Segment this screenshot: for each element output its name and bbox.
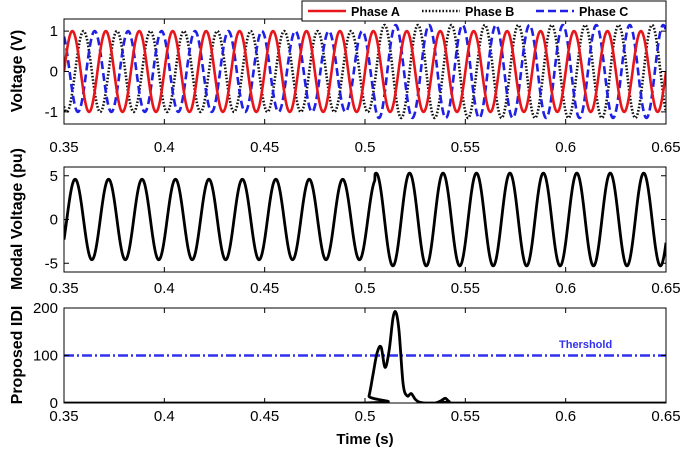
y-tick-label: 0: [50, 395, 58, 412]
threshold-label: Thershold: [559, 339, 612, 351]
x-tick-label: 0.55: [451, 280, 480, 297]
x-tick-label: 0.45: [250, 408, 279, 425]
x-tick-label: 0.65: [651, 139, 680, 156]
x-tick-label: 0.5: [355, 139, 376, 156]
x-tick-label: 0.55: [451, 408, 480, 425]
y-tick-label: 0: [50, 212, 58, 229]
voltage-y-axis-label: Voltage (V): [9, 30, 26, 112]
x-tick-label: 0.45: [250, 280, 279, 297]
series-phase-c-line: [64, 23, 666, 120]
y-tick-label: 100: [33, 348, 58, 365]
x-tick-label: 0.5: [355, 408, 376, 425]
series-phase-a-line: [64, 29, 666, 114]
voltage-legend: Phase A Phase B Phase C: [301, 0, 667, 22]
x-tick-label: 0.45: [250, 139, 279, 156]
legend-label-phase-b: Phase B: [465, 5, 514, 19]
idi-y-axis-label: Proposed IDI: [9, 306, 26, 405]
x-axis-label: Time (s): [336, 431, 393, 448]
y-tick-label: 200: [33, 300, 58, 317]
x-tick-label: 0.35: [49, 408, 78, 425]
x-tick-label: 0.55: [451, 139, 480, 156]
series-phase-b-line: [64, 23, 666, 120]
x-tick-label: 0.65: [651, 280, 680, 297]
series-idi-line: [64, 310, 666, 403]
x-tick-label: 0.4: [154, 139, 175, 156]
x-tick-label: 0.4: [154, 408, 175, 425]
y-tick-label: 1: [50, 23, 58, 40]
y-tick-label: 0: [50, 64, 58, 81]
voltage-panel: -1 0 1 0.35 0.4 0.45 0.5 0.55 0.6 0.65 Voltage (…: [9, 0, 681, 156]
legend-label-phase-a: Phase A: [351, 5, 400, 19]
y-tick-label: -5: [45, 255, 58, 272]
idi-panel: 0 100 200 0.35 0.4 0.45 0.5 0.55 0.6 0.65 Propos…: [9, 300, 681, 448]
x-tick-label: 0.6: [555, 280, 576, 297]
x-tick-label: 0.35: [49, 280, 78, 297]
x-tick-label: 0.6: [555, 139, 576, 156]
series-modal-voltage-line: [64, 171, 666, 268]
modal-voltage-panel: -5 0 5 0.35 0.4 0.45 0.5 0.55 0.6 0.65 Modal Vol…: [9, 148, 681, 297]
legend-box: [301, 0, 667, 22]
x-tick-label: 0.4: [154, 280, 175, 297]
x-tick-label: 0.5: [355, 280, 376, 297]
x-tick-label: 0.65: [651, 408, 680, 425]
modal-y-axis-label: Modal Voltage (pu): [9, 148, 26, 290]
modal-plot-frame: [63, 166, 667, 273]
legend-label-phase-c: Phase C: [579, 5, 628, 19]
x-tick-label: 0.35: [49, 139, 78, 156]
y-tick-label: -1: [45, 104, 58, 121]
y-tick-label: 5: [50, 168, 58, 185]
x-tick-label: 0.6: [555, 408, 576, 425]
